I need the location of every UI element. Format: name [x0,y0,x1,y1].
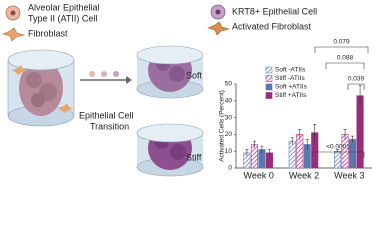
significance-bracket [347,83,365,90]
bar [288,140,296,169]
figure: Alveolar Epithelial Type II (ATII) Cell … [2,2,372,180]
cylinder-illustration [7,49,75,127]
y-tick-label: 30 [225,114,233,121]
significance-label: 0.088 [337,55,354,62]
legend-label: Soft -ATIIs [275,67,306,74]
y-tick-label: 20 [225,131,233,138]
legend-swatch [265,75,273,82]
y-tick-label: 40 [225,98,233,105]
y-tick-label: 0 [228,165,232,172]
legend-swatch [265,66,273,74]
legend-label: Soft +ATIIs [275,84,308,91]
y-tick-label: 50 [225,81,233,88]
condition-label: Stiff [186,152,202,162]
legend-text: Alveolar Epithelial [28,2,100,12]
legend-text: Type II (ATII) Cell [28,13,97,23]
x-tick-label: Week 3 [334,170,364,180]
significance-bracket [311,151,365,158]
page: {"legend_top": {"atii_lines": ["Alveolar… [2,2,372,181]
transition-label: Transition [90,121,129,131]
legend-text: KRT8+ Epithelial Cell [232,6,317,16]
x-tick-label: Week 0 [243,170,273,180]
bar [349,139,357,169]
significance-label: 0.079 [333,39,350,46]
bar [356,95,364,169]
bar [334,150,342,169]
legend-icons [2,4,231,42]
bar [250,144,258,169]
y-tick-label: 10 [225,148,233,155]
legend-swatch [265,92,273,99]
significance-label: <0.0001 [326,144,350,151]
significance-bracket [314,46,369,53]
transition-arrow [80,71,132,84]
legend-text: Activated Fibroblast [232,21,312,31]
significance-bracket [325,62,365,69]
condition-label: Soft [186,70,203,80]
y-axis-label: Activated Cells (Percent) [219,90,226,162]
transition-label: Epithelial Cell [79,110,134,120]
legend-label: Stiff +ATIIs [275,92,307,99]
legend-text: Fibroblast [28,28,68,38]
x-tick-label: Week 2 [289,170,319,180]
legend-swatch [265,83,273,91]
legend-label: Stiff -ATIIs [275,75,305,82]
cylinder-illustration [136,45,204,99]
cylinder-illustration [136,123,204,177]
significance-label: 0.039 [348,76,365,83]
